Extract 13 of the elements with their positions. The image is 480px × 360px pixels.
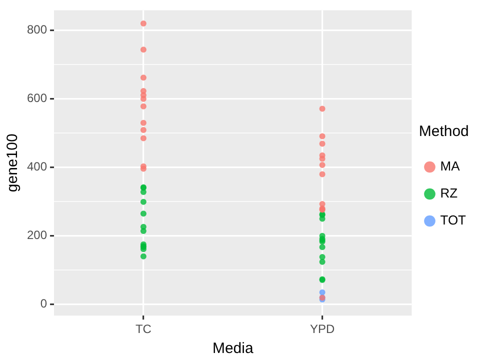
x-tick-label: YPD — [310, 322, 335, 336]
legend-label: RZ — [440, 186, 458, 201]
y-tick-label: 600 — [26, 91, 48, 106]
x-axis-title: Media — [212, 340, 254, 358]
x-tick-label: TC — [135, 322, 152, 336]
y-axis-title: gene100 — [4, 134, 22, 192]
legend-label: TOT — [440, 212, 466, 228]
y-tick-label: 800 — [26, 22, 48, 37]
y-tick-label: 200 — [26, 228, 48, 242]
y-tick-label: 0 — [40, 296, 48, 311]
legend-label: MA — [440, 158, 460, 174]
legend-title: Method — [418, 123, 469, 140]
y-tick-label: 400 — [26, 160, 48, 174]
